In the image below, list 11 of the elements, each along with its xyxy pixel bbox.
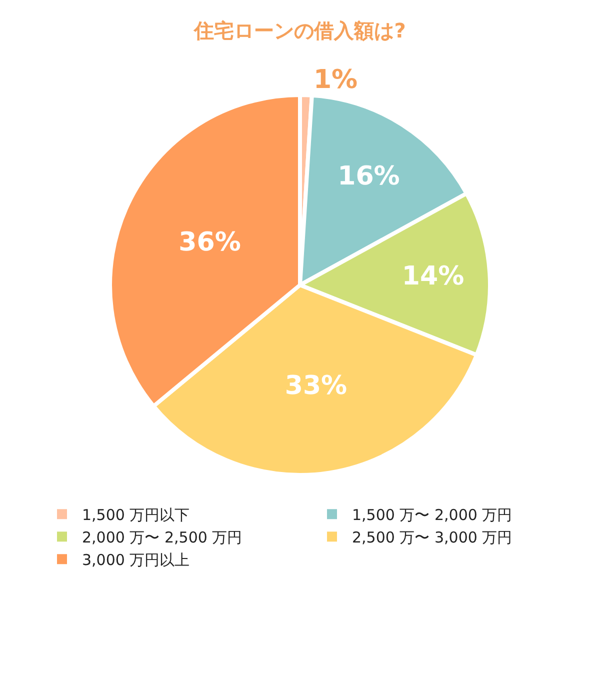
legend-label: 2,500 万〜 3,000 万円 — [352, 528, 512, 546]
data-label: 1% — [313, 65, 358, 96]
data-label: 16% — [338, 162, 400, 192]
legend-label: 1,500 万円以下 — [82, 506, 190, 524]
data-label: 36% — [178, 228, 241, 258]
legend-label: 2,000 万〜 2,500 万円 — [82, 528, 242, 546]
data-label: 14% — [402, 262, 464, 292]
legend-label: 1,500 万〜 2,000 万円 — [352, 506, 512, 524]
legend-label: 3,000 万円以上 — [82, 550, 190, 569]
data-label: 33% — [284, 370, 348, 401]
chart-title: 住宅ローンの借入額は? — [193, 18, 406, 43]
